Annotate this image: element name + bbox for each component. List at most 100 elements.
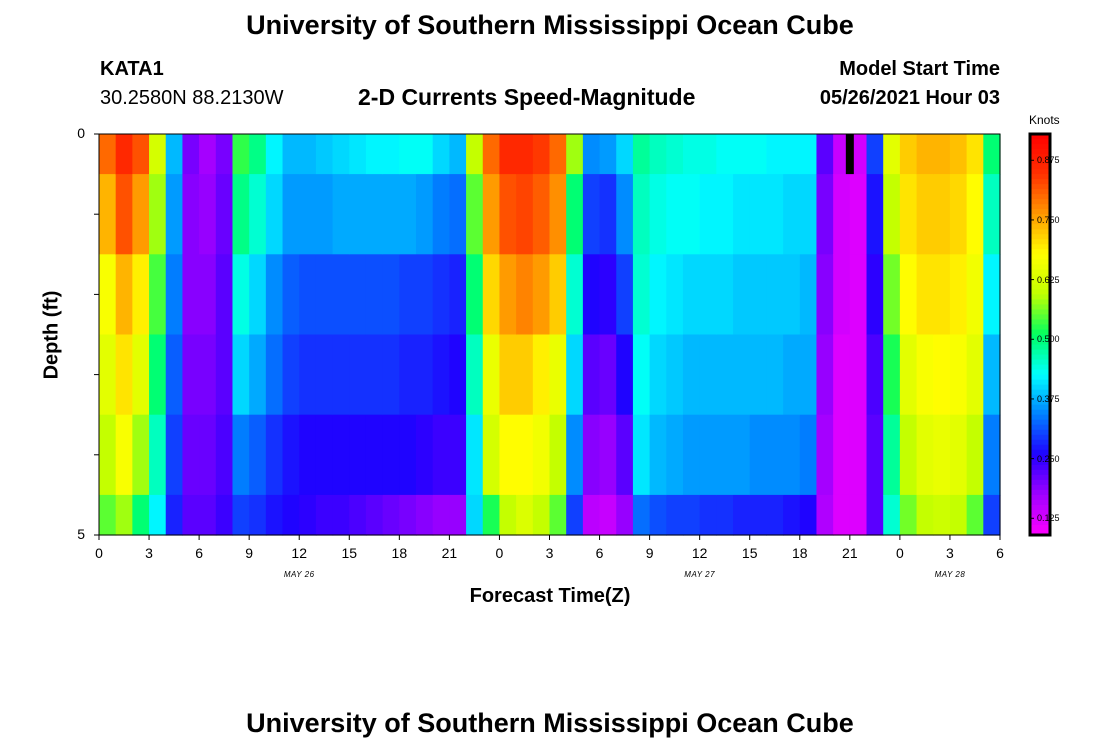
colorbar-segment bbox=[1030, 234, 1050, 240]
heatmap-cell bbox=[416, 174, 434, 255]
x-tick-label: 9 bbox=[645, 545, 654, 561]
heatmap-cell bbox=[632, 494, 651, 536]
heatmap-cell bbox=[315, 174, 334, 255]
heatmap-cell bbox=[649, 334, 667, 416]
colorbar-segment bbox=[1030, 404, 1050, 411]
x-tick-label: 21 bbox=[441, 545, 458, 561]
heatmap-cell bbox=[966, 414, 984, 496]
heatmap-cell bbox=[399, 254, 417, 336]
colorbar-segment bbox=[1030, 419, 1050, 426]
heatmap-cell bbox=[99, 174, 117, 255]
heatmap-cell bbox=[149, 494, 167, 536]
heatmap-cell bbox=[849, 254, 868, 336]
heatmap-cell bbox=[232, 334, 250, 416]
x-axis-label: Forecast Time(Z) bbox=[469, 585, 631, 607]
heatmap-cell bbox=[933, 334, 951, 416]
heatmap-cell bbox=[215, 254, 234, 336]
heatmap-cell bbox=[582, 134, 601, 175]
colorbar-segment bbox=[1030, 499, 1050, 506]
heatmap-cell bbox=[866, 254, 884, 336]
heatmap-cell bbox=[883, 494, 901, 536]
heatmap-cell bbox=[199, 414, 217, 496]
heatmap-cell bbox=[816, 414, 834, 496]
heatmap-cell bbox=[616, 174, 634, 255]
heatmap-cell bbox=[949, 254, 968, 336]
heatmap-cell bbox=[632, 334, 651, 416]
heatmap-cell bbox=[733, 174, 751, 255]
heatmap-cell bbox=[916, 254, 934, 336]
heatmap-cell bbox=[165, 174, 184, 255]
station-coordinates: 30.2580N 88.2130W bbox=[100, 87, 284, 109]
heatmap-cell bbox=[449, 494, 467, 536]
heatmap-cell bbox=[883, 414, 901, 496]
heatmap-cell bbox=[182, 414, 200, 496]
colorbar-segment bbox=[1030, 279, 1050, 285]
colorbar-segment bbox=[1030, 239, 1050, 245]
heatmap-cell bbox=[866, 334, 884, 416]
heatmap-cell bbox=[616, 414, 634, 496]
heatmap-cell bbox=[149, 174, 167, 255]
heatmap-cell bbox=[165, 414, 184, 496]
heatmap-cell bbox=[516, 494, 534, 536]
heatmap-cell bbox=[849, 174, 868, 255]
footer-title: University of Southern Mississippi Ocean… bbox=[246, 708, 854, 738]
heatmap-cell bbox=[649, 414, 667, 496]
heatmap-cell bbox=[733, 334, 751, 416]
station-id: KATA1 bbox=[100, 58, 164, 80]
heatmap-cell bbox=[499, 174, 517, 255]
colorbar-segment bbox=[1030, 354, 1050, 361]
colorbar-tick-label: 0.250 bbox=[1037, 453, 1060, 464]
heatmap-cell bbox=[766, 414, 784, 496]
heatmap-cell bbox=[849, 494, 868, 536]
heatmap-cell bbox=[682, 134, 701, 175]
heatmap-cell bbox=[115, 414, 133, 496]
heatmap-cell bbox=[966, 334, 984, 416]
heatmap-cell bbox=[215, 494, 234, 536]
heatmap-cell bbox=[666, 414, 684, 496]
colorbar-segment bbox=[1030, 314, 1050, 321]
heatmap-cell bbox=[783, 134, 801, 175]
heatmap-cell bbox=[699, 334, 717, 416]
colorbar-tick-label: 0.875 bbox=[1037, 155, 1060, 166]
heatmap-cell bbox=[966, 134, 984, 175]
heatmap-cell bbox=[816, 174, 834, 255]
heatmap-cell bbox=[816, 254, 834, 336]
heatmap-cell bbox=[199, 134, 217, 175]
heatmap-cell bbox=[899, 174, 918, 255]
heatmap-cell bbox=[149, 254, 167, 336]
colorbar-segment bbox=[1030, 319, 1050, 326]
heatmap-cell bbox=[983, 494, 1001, 536]
colorbar-segment bbox=[1030, 184, 1050, 190]
heatmap-cell bbox=[949, 334, 968, 416]
heatmap-cell bbox=[365, 334, 384, 416]
heatmap-cell bbox=[666, 254, 684, 336]
colorbar-segment bbox=[1030, 484, 1050, 491]
heatmap-cell bbox=[399, 494, 417, 536]
colorbar-segment bbox=[1030, 229, 1050, 235]
heatmap-cell bbox=[199, 254, 217, 336]
heatmap-cell bbox=[416, 414, 434, 496]
heatmap-cell bbox=[199, 494, 217, 536]
heatmap-cell bbox=[716, 494, 734, 536]
heatmap-cell bbox=[165, 254, 184, 336]
heatmap-cell bbox=[215, 414, 234, 496]
colorbar-segment bbox=[1030, 374, 1050, 381]
heatmap-cell bbox=[983, 254, 1001, 336]
heatmap-cell bbox=[449, 174, 467, 255]
heatmap-cell bbox=[716, 334, 734, 416]
model-start-marker-layer bbox=[845, 134, 854, 175]
colorbar-segment bbox=[1030, 289, 1050, 295]
heatmap-cell bbox=[766, 494, 784, 536]
heatmap-cell bbox=[449, 134, 467, 175]
colorbar-segment bbox=[1030, 204, 1050, 210]
heatmap-cell bbox=[382, 494, 400, 536]
heatmap-cell bbox=[599, 494, 617, 536]
heatmap-cell bbox=[99, 334, 117, 416]
colorbar-segment bbox=[1030, 214, 1050, 220]
heatmap-cell bbox=[582, 174, 601, 255]
heatmap-cell bbox=[432, 254, 450, 336]
heatmap-cell bbox=[516, 414, 534, 496]
heatmap-cell bbox=[466, 174, 484, 255]
heatmap-cell bbox=[566, 334, 584, 416]
